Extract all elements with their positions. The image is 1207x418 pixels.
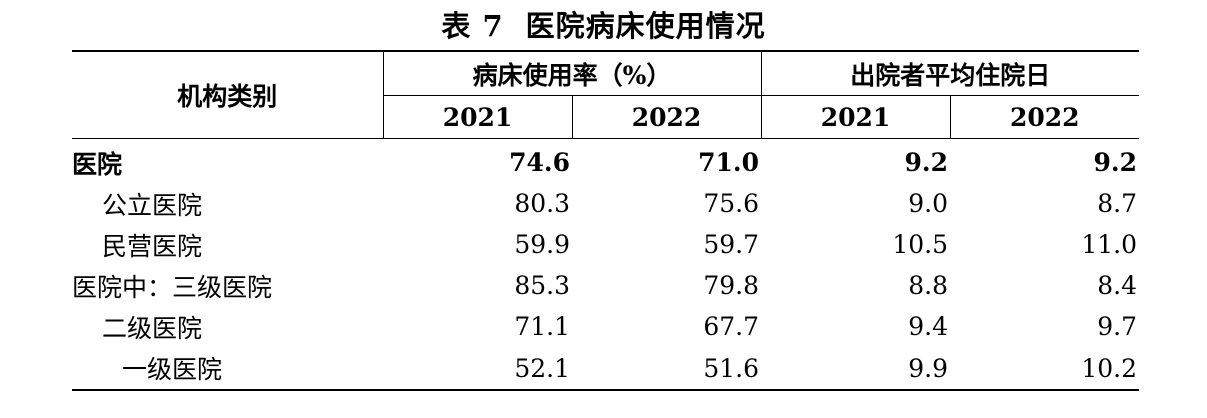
cell-value: 8.7 [1097, 189, 1138, 218]
header-row-years: 2021 2022 2021 2022 [72, 95, 1140, 139]
cell-value: 52.1 [383, 347, 572, 391]
table-row: 医院 74.6 71.0 9.2 9.2 [72, 139, 1139, 184]
table-row: 医院中：三级医院 85.3 79.8 8.8 8.4 [72, 265, 1139, 306]
cell-value: 75.6 [703, 189, 760, 218]
table-row: 公立医院 80.3 75.6 9.0 8.7 [72, 183, 1139, 224]
table-title: 表 7 医院病床使用情况 [0, 8, 1207, 44]
hospital-bed-usage-table: 机构类别 病床使用率（%） 出院者平均住院日 2021 2022 2021 20… [72, 50, 1140, 391]
cell-value: 79.8 [703, 271, 760, 300]
header-year: 2022 [571, 95, 762, 139]
table-row: 民营医院 59.9 59.7 10.5 11.0 [72, 224, 1139, 265]
cell-value: 51.6 [572, 347, 762, 391]
row-label: 公立医院 [102, 190, 203, 220]
cell-value: 9.2 [904, 148, 949, 177]
table-row: 一级医院 52.1 51.6 9.9 10.2 [72, 347, 1140, 391]
cell-value: 85.3 [514, 271, 570, 300]
cell-value: 59.9 [514, 230, 570, 259]
cell-value: 8.8 [908, 271, 949, 300]
cell-value: 71.0 [698, 148, 760, 177]
cell-value: 80.3 [514, 189, 570, 218]
header-row-groups: 机构类别 病床使用率（%） 出院者平均住院日 [72, 50, 1140, 139]
row-label: 民营医院 [102, 231, 203, 261]
row-label: 医院 [72, 149, 123, 179]
header-year: 2021 [760, 95, 951, 139]
header-year: 2021 [382, 95, 572, 139]
cell-value: 9.2 [1093, 148, 1138, 177]
table-number: 表 7 [441, 9, 504, 43]
cell-value: 9.9 [761, 347, 951, 391]
cell-value: 71.1 [514, 312, 570, 341]
header-institution-type: 机构类别 [72, 50, 383, 139]
cell-value: 10.5 [892, 230, 949, 259]
row-label: 一级医院 [72, 347, 383, 391]
cell-value: 9.7 [1097, 312, 1138, 341]
cell-value: 59.7 [703, 230, 760, 259]
table-title-text: 医院病床使用情况 [525, 9, 766, 43]
header-avg-stay-days: 出院者平均住院日 [760, 50, 1140, 96]
row-label: 二级医院 [102, 313, 203, 343]
cell-value: 74.6 [509, 148, 570, 177]
cell-value: 9.0 [908, 189, 949, 218]
cell-value: 10.2 [950, 347, 1140, 391]
cell-value: 67.7 [703, 312, 760, 341]
table-row: 二级医院 71.1 67.7 9.4 9.7 [72, 306, 1139, 347]
header-bed-usage-rate: 病床使用率（%） [382, 50, 762, 96]
row-label: 医院中：三级医院 [72, 272, 273, 302]
cell-value: 9.4 [908, 312, 949, 341]
cell-value: 8.4 [1097, 271, 1138, 300]
cell-value: 11.0 [1081, 230, 1138, 259]
header-year: 2022 [949, 95, 1140, 139]
